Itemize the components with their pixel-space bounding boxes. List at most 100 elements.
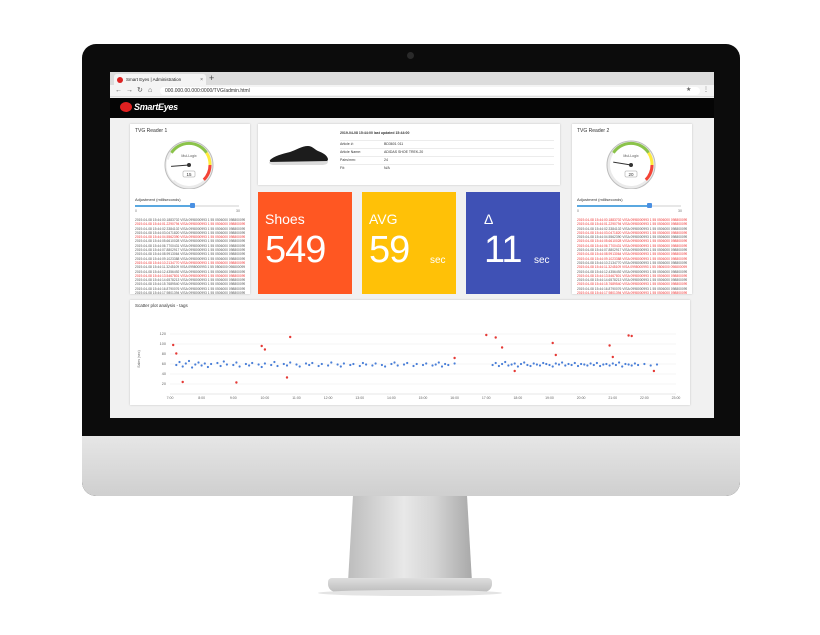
- bookmark-star-icon[interactable]: ★: [686, 87, 692, 93]
- log-line: 2019-04-08 15:44:08.9913064 VISA 0998000…: [135, 252, 245, 257]
- scatter-point: [282, 362, 285, 366]
- slider-handle[interactable]: [189, 203, 195, 208]
- slider-handle[interactable]: [647, 203, 653, 208]
- scatter-point: [497, 364, 500, 368]
- scatter-point: [573, 361, 576, 365]
- log-line: 2019-04-08 15:44:01.2290794 VISA 0998000…: [135, 222, 245, 227]
- tab-title: Smart Eyes | Administration: [126, 77, 182, 82]
- kpi-delta-tile: Δ 11 sec: [466, 192, 560, 294]
- log-line: 2019-04-08 15:44:05.6610028 VISA 0998000…: [135, 239, 245, 244]
- app-header: SmartEyes: [110, 98, 714, 118]
- scatter-point: [216, 361, 219, 365]
- adjustment-slider[interactable]: [135, 203, 239, 208]
- gauge-label: Mul-Logix: [623, 154, 638, 158]
- product-row-value: BD3601 011: [384, 142, 404, 146]
- x-tick-label: 20:00: [577, 396, 586, 400]
- scatter-point: [172, 343, 175, 347]
- close-tab-icon[interactable]: ×: [200, 76, 203, 83]
- browser-tab[interactable]: Smart Eyes | Administration ×: [114, 74, 206, 85]
- browser-menu-icon[interactable]: ⋮: [703, 87, 709, 93]
- scatter-point: [330, 361, 333, 364]
- scatter-point: [210, 362, 213, 366]
- monitor-chin: [82, 436, 740, 496]
- gauge-value: 20: [628, 172, 634, 177]
- gauge-needle: [171, 164, 190, 167]
- scatter-point: [453, 362, 456, 365]
- log-line: 2019-04-08 15:44:10.2134770 VISA 0998000…: [135, 260, 245, 265]
- scatter-point: [523, 361, 526, 364]
- scatter-point: [251, 361, 254, 365]
- log-line: 2019-04-08 15:44:13.5467801 VISA 0998000…: [577, 273, 687, 278]
- scatter-point: [339, 365, 342, 368]
- scatter-point: [440, 365, 444, 368]
- log-line: 2019-04-08 15:44:17.9801394 VISA 0998000…: [135, 291, 245, 296]
- scatter-point: [621, 365, 624, 368]
- kpi-unit: sec: [534, 255, 550, 266]
- scatter-point: [595, 361, 598, 365]
- gauge: Mul-Logix 20: [606, 140, 656, 189]
- scatter-panel: Scatter plot analysis - tags Sales (sec)…: [130, 300, 690, 405]
- slider-max: 30: [236, 209, 240, 213]
- home-button[interactable]: ⌂: [148, 87, 153, 94]
- scatter-point: [431, 364, 434, 367]
- gauge-band-warn: [205, 151, 212, 166]
- log-line: 2019-04-08 15:44:02.3384102 VISA 0998000…: [577, 226, 687, 231]
- product-row-value: 24: [384, 158, 388, 162]
- scatter-point: [200, 364, 203, 367]
- scatter-point: [289, 335, 292, 339]
- url-input[interactable]: 000.000.00.000:0000/TVG/admin.html: [160, 87, 700, 95]
- product-row-key: Pairs/mm:: [340, 158, 356, 162]
- scatter-point: [491, 363, 494, 367]
- log-line: 2019-04-08 15:44:09.1023388 VISA 0998000…: [577, 256, 687, 261]
- log-line: 2019-04-08 15:44:06.7700431 VISA 0998000…: [135, 243, 245, 248]
- scatter-point: [589, 362, 592, 365]
- log-line: 2019-04-08 15:44:07.8802917 VISA 0998000…: [135, 248, 245, 253]
- scatter-point: [529, 364, 532, 368]
- favicon-icon: [117, 76, 123, 83]
- scatter-point: [643, 362, 646, 366]
- scatter-point: [583, 363, 586, 366]
- scatter-point: [602, 363, 605, 366]
- gauge-band-low: [166, 159, 176, 181]
- adjustment-slider[interactable]: [577, 203, 681, 208]
- kpi-label: Shoes: [265, 211, 305, 227]
- monitor-stand: [348, 496, 472, 582]
- x-tick-label: 23:00: [672, 396, 681, 400]
- logo-eye-icon: [120, 102, 132, 112]
- logo[interactable]: SmartEyes: [120, 102, 178, 112]
- adjustment-label: Adjustment (milliseconds): [135, 197, 181, 202]
- back-button[interactable]: ←: [115, 87, 122, 94]
- scatter-point: [222, 360, 225, 363]
- log-line: 2019-04-08 15:44:05.6610028 VISA 0998000…: [577, 239, 687, 244]
- scatter-point: [191, 366, 194, 369]
- scatter-point: [516, 365, 519, 368]
- scatter-point: [608, 364, 611, 367]
- log-line: 2019-04-08 15:44:14.6578213 VISA 0998000…: [135, 278, 245, 283]
- scatter-point: [633, 362, 636, 365]
- scatter-point: [235, 361, 238, 364]
- log-line: 2019-04-08 15:44:08.9913064 VISA 0998000…: [577, 252, 687, 257]
- scatter-point: [248, 364, 251, 367]
- scatter-point: [494, 361, 497, 365]
- scatter-point: [618, 361, 621, 364]
- scatter-point: [434, 363, 437, 366]
- new-tab-button[interactable]: +: [209, 73, 215, 83]
- scatter-point: [270, 363, 273, 367]
- scatter-point: [415, 362, 418, 366]
- scatter-point: [257, 363, 260, 366]
- scatter-point: [614, 363, 617, 367]
- scatter-point: [421, 363, 425, 367]
- y-tick-label: 40: [162, 372, 166, 376]
- scatter-point: [203, 362, 206, 365]
- x-tick-label: 14:00: [387, 396, 396, 400]
- scatter-point: [599, 364, 602, 368]
- forward-button[interactable]: →: [126, 87, 133, 94]
- scatter-point: [538, 364, 542, 367]
- scatter-chart: Sales (sec) 120 100 80 60 40 20 7:00 8:00 9:00 10:…: [137, 332, 681, 400]
- log-line: 2019-04-08 15:44:09.1023388 VISA 0998000…: [135, 256, 245, 261]
- reload-button[interactable]: ↻: [137, 87, 143, 94]
- scatter-point: [580, 362, 583, 366]
- scatter-point: [510, 363, 513, 366]
- kpi-value: 59: [369, 229, 410, 271]
